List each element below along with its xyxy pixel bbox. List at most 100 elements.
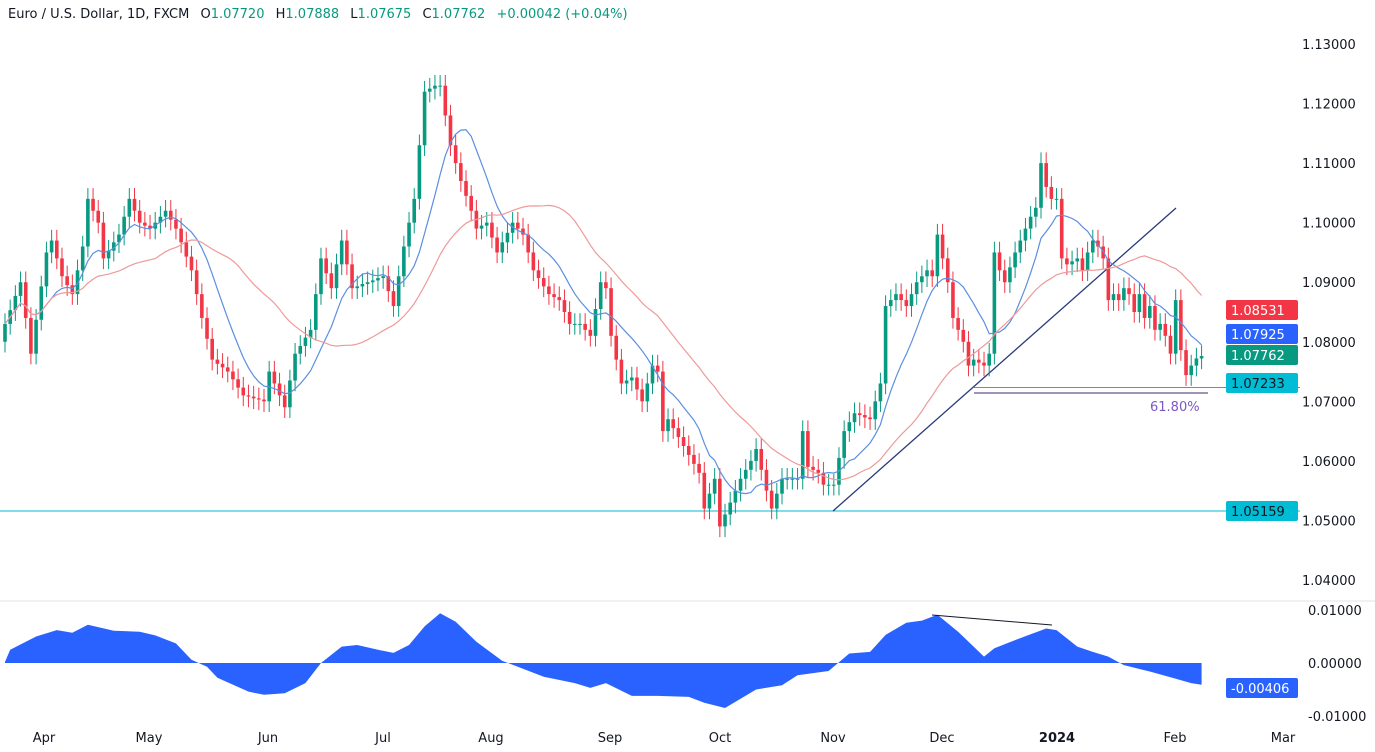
close-value: 1.07762 [431,7,486,22]
candle-body [143,222,147,226]
candle-body [464,180,468,196]
candle-body [671,419,676,429]
candle-body [1085,252,1090,271]
candle-body [127,198,132,217]
candle-body [562,300,567,312]
price-tick-label: 1.10000 [1302,217,1356,232]
candle-body [49,240,54,253]
oscillator-tick-label: 0.01000 [1308,604,1362,619]
candle-body [552,294,556,298]
candle-body [148,225,152,229]
candle-body [977,359,981,363]
candle-body [904,300,909,307]
time-tick-label: Apr [33,731,56,746]
candle-body [101,222,106,259]
candle-body [96,210,101,223]
trendline [832,207,1177,512]
candle-body [1070,261,1074,265]
candle-body [370,280,375,283]
candle-body [314,294,318,330]
price-tick-label: 1.11000 [1302,157,1356,172]
candle-body [516,222,520,229]
candle-body [438,85,442,87]
candle-body [909,294,914,307]
candle-body [780,478,784,494]
candle-body [174,219,178,229]
candle-body [1137,294,1142,312]
candle-body [448,115,453,146]
price-tick-label: 1.07000 [1302,395,1356,410]
candle-body [1080,258,1085,271]
candle-body [759,448,764,470]
time-tick-label: Jul [374,731,391,746]
candle-body [55,240,59,259]
candle-body [863,415,867,418]
price-tick-label: 1.12000 [1302,98,1356,113]
candle-body [106,250,111,259]
candle-body [246,395,251,397]
time-tick-label: Mar [1271,731,1296,746]
candle-body [640,389,644,402]
candle-body [604,282,608,289]
candle-body [225,367,230,372]
candle-body [158,216,163,223]
candle-body [728,502,732,515]
candle-body [666,419,670,432]
candle-body [1008,267,1012,283]
support-1-price-label-bg [1226,501,1298,521]
candle-body [500,242,505,253]
candle-body [417,145,422,199]
candle-body [1184,350,1188,376]
support-2-price-label-bg [1226,373,1298,393]
candle-body [251,396,256,399]
candle-body [629,377,634,381]
candle-body [1039,163,1043,208]
candle-body [189,256,194,271]
candle-body [303,337,308,346]
candle-body [1168,335,1173,354]
candle-body [635,377,639,390]
candle-body [319,258,323,295]
candle-body [443,85,448,116]
candle-body [1034,207,1038,217]
candle-body [541,278,546,287]
candle-body [1153,306,1157,330]
oscillator-tick-label: 0.00000 [1308,657,1362,672]
candle-body [769,490,774,509]
price-tick-label: 1.05000 [1302,514,1356,529]
candle-body [1179,300,1183,351]
candle-body [521,228,525,235]
candle-body [277,383,282,396]
candle-body [427,88,432,92]
candle-body [857,413,862,416]
candle-body [1044,163,1048,187]
candle-body [220,363,225,368]
candle-body [951,282,955,318]
candle-body [1091,240,1095,253]
candle-body [75,270,80,295]
candle-body [811,466,815,470]
candle-body [593,309,598,336]
candle-body [18,282,23,296]
candle-body [44,252,49,287]
candle-body [345,240,349,265]
oscillator-tick-label: -0.01000 [1308,710,1366,725]
candle-body [117,234,121,243]
time-tick-label: Sep [598,731,623,746]
candle-body [749,460,753,470]
time-tick-label: Dec [929,731,954,746]
low-value: 1.07675 [357,7,412,22]
candle-body [168,210,173,220]
time-tick-label: Jun [257,731,278,746]
price-tick-label: 1.09000 [1302,276,1356,291]
candle-body [272,371,277,384]
candle-body [29,317,33,354]
candle-body [1147,306,1152,318]
candle-body [137,210,142,223]
candle-body [971,359,976,366]
candle-body [350,264,354,289]
candle-body [13,295,18,311]
candle-body [655,365,660,372]
candle-body [609,288,613,336]
